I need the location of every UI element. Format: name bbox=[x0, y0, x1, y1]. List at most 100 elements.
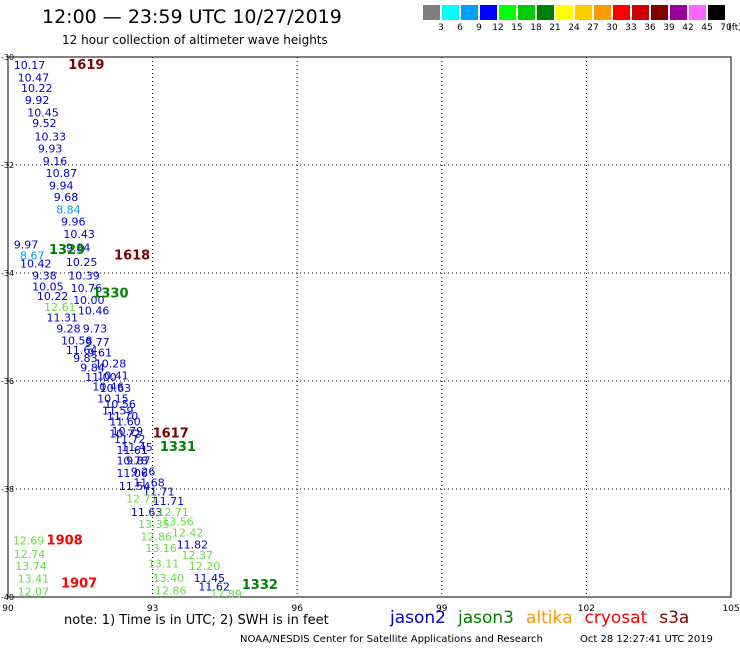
map-frame bbox=[7, 56, 732, 598]
wave-height-label: 13.11 bbox=[148, 557, 180, 570]
color-swatch bbox=[480, 5, 497, 20]
color-scale-label: 6 bbox=[457, 23, 463, 33]
wave-height-label: 12.42 bbox=[172, 527, 204, 540]
wave-height-label: 11.68 bbox=[133, 476, 165, 489]
wave-height-label: 12.71 bbox=[126, 493, 158, 506]
color-scale-label: 70 bbox=[720, 23, 732, 33]
pass-time-label: 1332 bbox=[242, 578, 278, 593]
color-swatch bbox=[537, 5, 554, 20]
wave-height-label: 11.00 bbox=[85, 371, 117, 384]
wave-height-label: 11.61 bbox=[116, 444, 148, 457]
pass-time-label: 1331 bbox=[160, 440, 196, 455]
credit-line: NOAA/NESDIS Center for Satellite Applica… bbox=[240, 634, 543, 645]
wave-height-label: 10.43 bbox=[63, 228, 95, 241]
wave-height-label: 9.83 bbox=[73, 352, 98, 365]
wave-height-label: 10.39 bbox=[68, 269, 100, 282]
wave-height-label: 11.71 bbox=[143, 485, 175, 498]
wave-height-label: 10.46 bbox=[92, 381, 124, 394]
page-title: 12:00 — 23:59 UTC 10/27/2019 bbox=[42, 6, 342, 28]
wave-height-label: 12.61 bbox=[44, 301, 76, 314]
wave-height-label: 11.62 bbox=[198, 581, 230, 594]
color-scale-label: 18 bbox=[530, 23, 542, 33]
wave-height-label: 13.74 bbox=[15, 560, 47, 573]
x-tick-label: 90 bbox=[2, 604, 14, 614]
color-scale-label: 30 bbox=[606, 23, 618, 33]
wave-height-label: 9.97 bbox=[14, 239, 39, 252]
pass-time-label: 1619 bbox=[68, 58, 104, 73]
satellite-legend: jason2 jason3 altika cryosat s3a bbox=[390, 608, 701, 628]
wave-height-label: 11.70 bbox=[107, 410, 139, 423]
wave-height-label: 13.16 bbox=[145, 542, 177, 555]
x-tick-label: 102 bbox=[578, 604, 595, 614]
wave-height-label: 10.63 bbox=[100, 382, 132, 395]
wave-height-label: 12.69 bbox=[13, 535, 45, 548]
wave-height-label: 10.56 bbox=[104, 398, 135, 411]
wave-height-label: 10.15 bbox=[97, 393, 129, 406]
wave-height-label: 10.42 bbox=[20, 258, 52, 271]
color-swatch bbox=[556, 5, 573, 20]
wave-height-label: 9.87 bbox=[126, 455, 151, 468]
wave-height-label: 9.68 bbox=[54, 191, 79, 204]
satellite-legend-item: cryosat bbox=[584, 608, 648, 628]
wave-height-label: 8.84 bbox=[56, 204, 80, 217]
wave-height-label: 13.35 bbox=[138, 518, 170, 531]
wave-height-label: 10.46 bbox=[78, 305, 110, 318]
wave-height-label: 10.72 bbox=[109, 428, 141, 441]
wave-height-label: 10.05 bbox=[32, 280, 64, 293]
color-swatch bbox=[461, 5, 478, 20]
pass-time-label: 1907 bbox=[61, 576, 97, 591]
satellite-legend-item: altika bbox=[526, 608, 573, 628]
pass-time-label: 1329 bbox=[49, 243, 85, 258]
color-scale-label: 3 bbox=[438, 23, 444, 33]
wave-height-label: 11.71 bbox=[153, 495, 185, 508]
wave-height-label: 12.71 bbox=[157, 506, 189, 519]
color-scale-label: 33 bbox=[625, 23, 637, 33]
wave-height-label: 11.45 bbox=[121, 441, 152, 454]
color-swatch bbox=[613, 5, 630, 20]
wave-height-label: 13.40 bbox=[153, 572, 185, 585]
color-scale-label: 36 bbox=[644, 23, 656, 33]
x-tick-label: 105 bbox=[722, 604, 739, 614]
color-scale-label: 21 bbox=[549, 23, 561, 33]
wave-height-label: 9.77 bbox=[85, 336, 110, 349]
color-swatch bbox=[518, 5, 535, 20]
wave-height-label: 12.86 bbox=[141, 530, 173, 543]
color-scale-label: 27 bbox=[587, 23, 599, 33]
wave-height-label: 9.61 bbox=[88, 347, 113, 360]
color-swatch bbox=[708, 5, 725, 20]
wave-height-label: 10.87 bbox=[46, 167, 78, 180]
wave-height-label: 11.54 bbox=[119, 480, 151, 493]
color-swatch bbox=[689, 5, 706, 20]
color-swatch bbox=[670, 5, 687, 20]
wave-height-label: 11.45 bbox=[194, 572, 226, 585]
wave-height-label: 9.94 bbox=[49, 179, 74, 192]
wave-height-label: 10.17 bbox=[14, 59, 46, 72]
pass-time-label: 1908 bbox=[47, 534, 83, 549]
wave-height-label: 10.25 bbox=[66, 256, 98, 269]
pass-time-label: 1618 bbox=[114, 249, 150, 264]
wave-height-label: 13.56 bbox=[162, 516, 194, 529]
wave-height-label: 9.73 bbox=[83, 322, 108, 335]
satellite-legend-item: jason2 bbox=[390, 608, 446, 628]
wave-height-label: 11.63 bbox=[131, 506, 163, 519]
color-scale-label: 9 bbox=[476, 23, 482, 33]
wave-height-label: 11.64 bbox=[66, 344, 98, 357]
wave-height-label: 10.22 bbox=[21, 82, 53, 95]
color-swatch bbox=[423, 5, 440, 20]
wave-height-label: 10.78 bbox=[116, 455, 148, 468]
color-scale-label: 12 bbox=[492, 23, 504, 33]
color-scale-label: 42 bbox=[682, 23, 694, 33]
wave-height-label: 11.72 bbox=[114, 433, 146, 446]
wave-height-label: 8.67 bbox=[20, 250, 45, 263]
wave-height-label: 9.92 bbox=[25, 94, 50, 107]
wave-height-label: 9.26 bbox=[131, 466, 156, 479]
wave-height-label: 10.45 bbox=[27, 106, 58, 119]
wave-height-label: 10.76 bbox=[71, 282, 103, 295]
wave-height-label: 9.38 bbox=[32, 269, 57, 282]
pass-time-label: 1330 bbox=[92, 286, 128, 301]
wave-height-label: 9.16 bbox=[43, 155, 67, 168]
wave-height-label: 12.89 bbox=[210, 588, 242, 601]
wave-height-label: 11.59 bbox=[102, 404, 133, 417]
color-swatch bbox=[575, 5, 592, 20]
